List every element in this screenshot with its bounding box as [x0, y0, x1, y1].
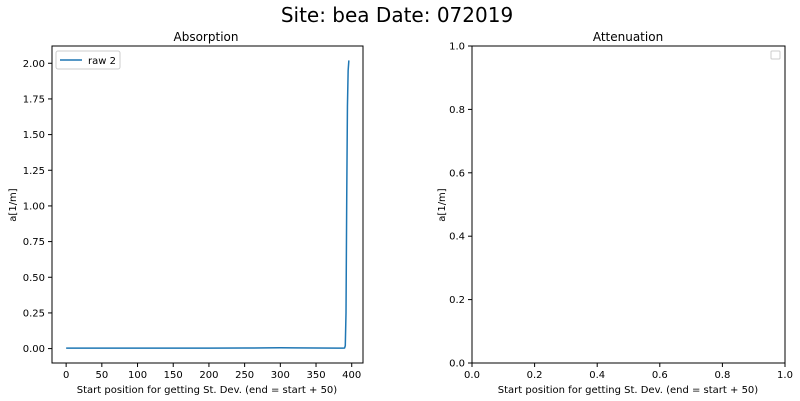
y-tick-label: 0.00	[23, 344, 45, 355]
x-tick-label: 300	[271, 370, 290, 381]
x-tick-label: 200	[199, 370, 218, 381]
attenuation-ylabel: a[1/m]	[437, 188, 448, 222]
x-tick-label: 250	[235, 370, 254, 381]
x-tick-label: 0.8	[714, 370, 730, 381]
attenuation-axes: Attenuation 0.0 0.2 0.4 0.6 0.8 1.00.00.20.40…	[437, 30, 793, 396]
x-tick-label: 0.4	[589, 370, 605, 381]
x-tick-label: 0.2	[527, 370, 543, 381]
absorption-axes-frame	[51, 45, 364, 364]
absorption-axes: Absorption 0 50 100 150 200 250 300 350 4000.000…	[8, 30, 364, 396]
y-tick-label: 0.25	[23, 308, 45, 319]
absorption-legend: raw 2	[55, 50, 121, 70]
x-tick-label: 150	[164, 370, 183, 381]
attenuation-legend-box	[770, 50, 781, 60]
legend-label-raw-2: raw 2	[88, 56, 116, 67]
y-tick-label: 1.25	[23, 166, 45, 177]
y-tick-label: 0.50	[23, 273, 45, 284]
y-tick-label: 1.75	[23, 94, 45, 105]
y-tick-label: 2.00	[23, 59, 45, 70]
absorption-legend-box	[55, 50, 121, 70]
attenuation-axes-frame	[471, 45, 786, 364]
absorption-title: Absorption	[174, 30, 239, 44]
y-tick-label: 0.2	[449, 295, 465, 306]
x-tick-label: 1.0	[777, 370, 793, 381]
absorption-ticks: 0 50 100 150 200 250 300 350 400 0.00 0.25 0.50 0.75…	[23, 59, 362, 381]
absorption-ylabel: a[1/m]	[8, 188, 19, 222]
y-tick-label: 0.6	[449, 168, 465, 179]
y-tick-label: 0.4	[449, 232, 465, 243]
x-tick-label: 350	[306, 370, 325, 381]
x-tick-label: 0.0	[464, 370, 480, 381]
y-tick-label: 0.8	[449, 105, 465, 116]
x-tick-label: 0	[63, 370, 69, 381]
y-tick-label: 1.00	[23, 201, 45, 212]
attenuation-xlabel: Start position for getting St. Dev. (end…	[498, 385, 759, 396]
attenuation-ticks: 0.0 0.2 0.4 0.6 0.8 1.0 0.0 0.2 0.4 0.6 0.8 1.0	[449, 42, 793, 382]
absorption-xlabel: Start position for getting St. Dev. (end…	[77, 385, 338, 396]
x-tick-label: 400	[342, 370, 361, 381]
x-tick-label: 100	[128, 370, 147, 381]
y-tick-label: 0.0	[449, 359, 465, 370]
x-tick-label: 0.6	[652, 370, 668, 381]
figure-suptitle: Site: bea Date: 072019	[281, 3, 513, 27]
y-tick-label: 1.50	[23, 130, 45, 141]
attenuation-title: Attenuation	[593, 30, 663, 44]
y-tick-label: 0.75	[23, 237, 45, 248]
y-tick-label: 1.0	[449, 42, 465, 53]
x-tick-label: 50	[95, 370, 108, 381]
series-line-raw-2	[66, 60, 350, 349]
absorption-plot-area	[66, 60, 350, 349]
